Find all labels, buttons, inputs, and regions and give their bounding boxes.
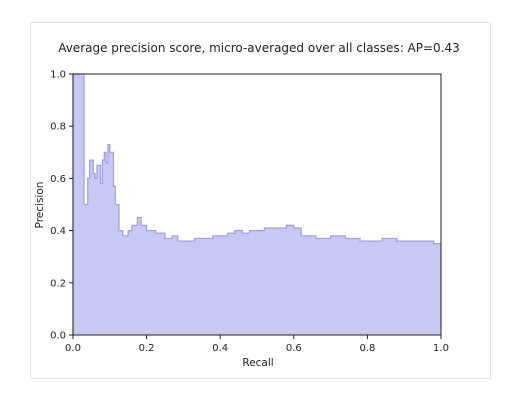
y-axis-label: Precision: [34, 182, 46, 229]
plot-area: [72, 73, 442, 335]
x-axis-label: Recall: [242, 357, 273, 369]
x-tick-label: 0.8: [359, 343, 375, 354]
y-tick-label: 0.2: [50, 278, 66, 289]
y-tick-label: 0.8: [50, 122, 66, 133]
axes-frame: [72, 73, 442, 336]
x-tick-label: 1.0: [433, 343, 449, 354]
x-tick-label: 0.0: [65, 343, 81, 354]
chart-title: Average precision score, micro-averaged …: [58, 41, 460, 55]
y-tick-label: 0.0: [50, 331, 66, 342]
y-tick-label: 0.6: [50, 174, 66, 185]
x-tick-label: 0.2: [139, 343, 155, 354]
precision-area: [73, 74, 441, 335]
x-tick-label: 0.6: [286, 343, 302, 354]
axes: 0.0 0.2 0.4 0.6 0.8 1.0 0.0 0.2 0.4 0.6 0.8 1.0: [50, 70, 449, 355]
precision-step-line: [72, 73, 442, 335]
y-tick-label: 0.4: [50, 226, 66, 237]
x-tick-label: 0.4: [212, 343, 228, 354]
y-tick-label: 1.0: [50, 70, 66, 81]
